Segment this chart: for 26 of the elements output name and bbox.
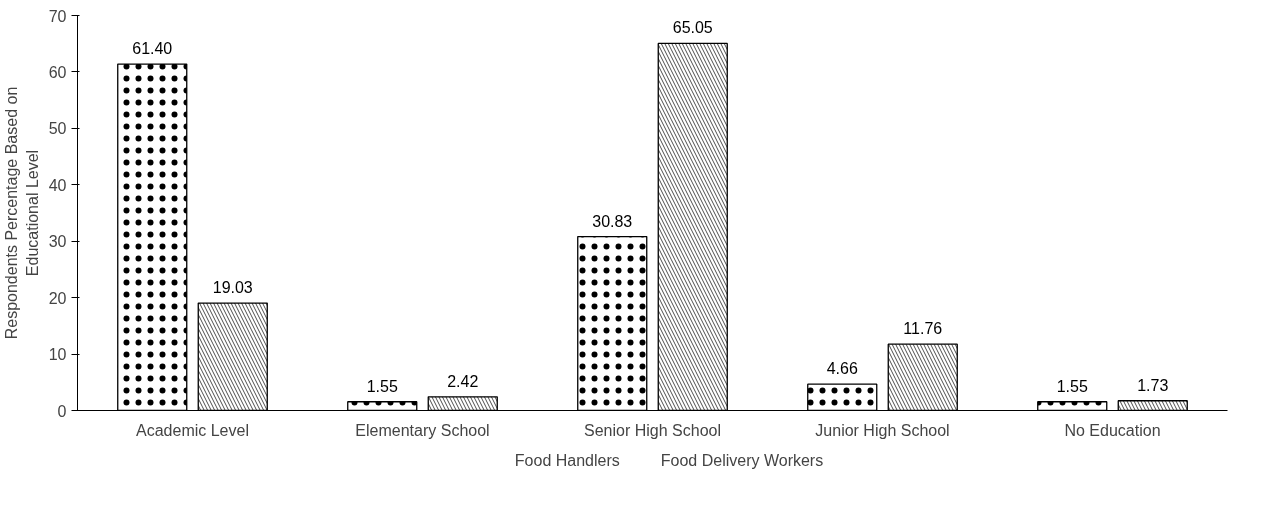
x-tick-label: Elementary School	[355, 421, 490, 439]
data-label: 19.03	[212, 279, 253, 297]
x-tick-label: Academic Level	[136, 421, 249, 439]
data-label: 1.73	[1137, 376, 1169, 394]
text: Food Handlers	[514, 452, 620, 470]
y-tick-label: 50	[48, 120, 67, 138]
data-label: 11.76	[903, 320, 943, 338]
y-tick-label: 60	[48, 63, 67, 81]
data-label: 1.55	[1056, 377, 1088, 395]
text: Food Delivery Workers	[660, 452, 824, 470]
y-tick-label: 70	[48, 7, 67, 25]
y-tick-label: 30	[48, 233, 67, 251]
data-label: 65.05	[672, 19, 713, 37]
data-label: 2.42	[447, 372, 479, 390]
data-label: 30.83	[592, 212, 633, 230]
data-label: 4.66	[826, 360, 858, 378]
data-label: 1.55	[366, 377, 398, 395]
y-tick-label: 10	[48, 346, 67, 364]
y-tick-label: 0	[57, 402, 67, 420]
data-label: 61.40	[132, 40, 173, 58]
y-axis-title: Respondents Percentage Based on Educational Level	[3, 86, 41, 340]
y-tick-label: 20	[48, 289, 67, 307]
x-tick-label: Senior High School	[584, 421, 721, 439]
x-tick-label: No Education	[1064, 421, 1161, 439]
x-tick-label: Junior High School	[815, 421, 950, 439]
y-tick-label: 40	[48, 176, 67, 194]
